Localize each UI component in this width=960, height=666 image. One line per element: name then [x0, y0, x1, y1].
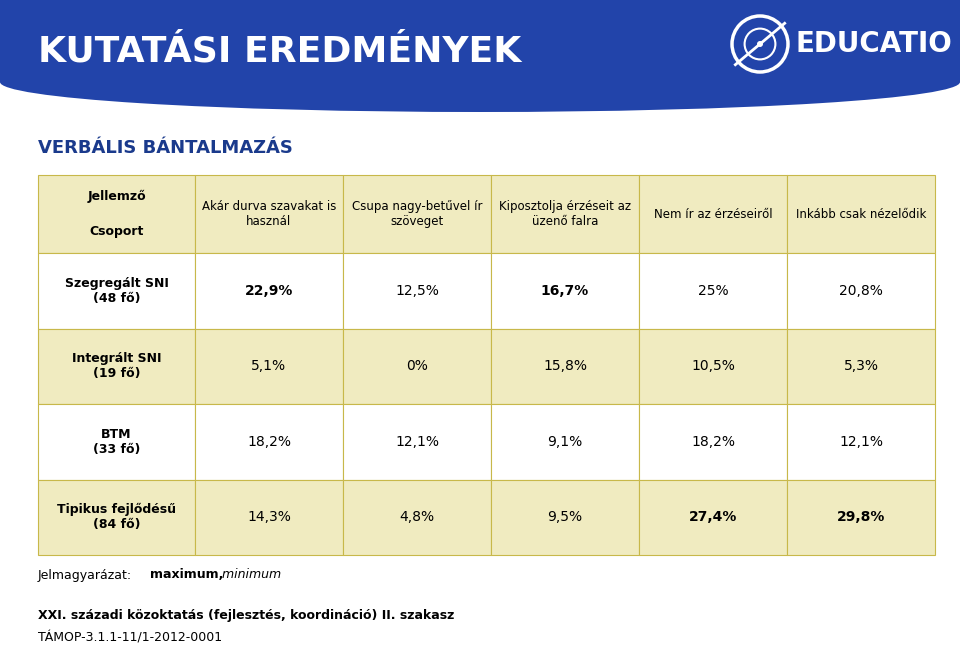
Text: Jellemző: Jellemző — [87, 190, 146, 203]
Bar — [639, 480, 787, 555]
Text: Nem ír az érzéseiről: Nem ír az érzéseiről — [654, 208, 772, 220]
Bar — [38, 328, 195, 404]
Bar — [343, 404, 491, 480]
Bar — [491, 328, 639, 404]
Bar — [195, 328, 343, 404]
Bar — [639, 328, 787, 404]
Text: TÁMOP-3.1.1-11/1-2012-0001: TÁMOP-3.1.1-11/1-2012-0001 — [38, 631, 222, 645]
Bar — [491, 404, 639, 480]
Text: Jelmagyarázat:: Jelmagyarázat: — [38, 569, 136, 581]
Text: EDUCATIO: EDUCATIO — [796, 30, 952, 58]
Bar — [343, 480, 491, 555]
Text: 29,8%: 29,8% — [837, 510, 885, 524]
Text: 12,1%: 12,1% — [395, 435, 439, 449]
Text: 18,2%: 18,2% — [247, 435, 291, 449]
Text: KUTATÁSI EREDMÉNYEK: KUTATÁSI EREDMÉNYEK — [38, 35, 521, 69]
Text: maximum,: maximum, — [150, 569, 224, 581]
Text: 20,8%: 20,8% — [839, 284, 883, 298]
Bar — [787, 253, 935, 328]
Bar — [38, 404, 195, 480]
Text: Csupa nagy-betűvel ír
szöveget: Csupa nagy-betűvel ír szöveget — [351, 200, 482, 228]
Text: 27,4%: 27,4% — [689, 510, 737, 524]
Bar — [38, 253, 195, 328]
Bar — [195, 480, 343, 555]
Text: 16,7%: 16,7% — [540, 284, 589, 298]
Bar — [491, 175, 639, 253]
Bar — [491, 480, 639, 555]
Bar — [195, 253, 343, 328]
Bar — [0, 0, 960, 82]
Bar — [787, 328, 935, 404]
Bar — [639, 253, 787, 328]
Bar — [195, 404, 343, 480]
Text: 10,5%: 10,5% — [691, 359, 735, 373]
Text: 14,3%: 14,3% — [247, 510, 291, 524]
Text: Tipikus fejlődésű
(84 fő): Tipikus fejlődésű (84 fő) — [57, 503, 176, 531]
Bar — [787, 480, 935, 555]
Bar — [787, 175, 935, 253]
Text: 9,1%: 9,1% — [547, 435, 583, 449]
Bar — [195, 175, 343, 253]
Text: Csoport: Csoport — [89, 224, 144, 238]
Bar — [38, 175, 195, 253]
Text: 22,9%: 22,9% — [245, 284, 293, 298]
Text: XXI. századi közoktatás (fejlesztés, koordináció) II. szakasz: XXI. századi közoktatás (fejlesztés, koo… — [38, 609, 454, 623]
Text: 4,8%: 4,8% — [399, 510, 435, 524]
Text: 0%: 0% — [406, 359, 428, 373]
Bar — [787, 404, 935, 480]
Bar — [38, 480, 195, 555]
Bar — [639, 175, 787, 253]
Text: VERBÁLIS BÁNTALMAZÁS: VERBÁLIS BÁNTALMAZÁS — [38, 139, 293, 157]
Text: minimum: minimum — [218, 569, 281, 581]
Ellipse shape — [0, 52, 960, 112]
Circle shape — [757, 41, 763, 47]
Text: 5,3%: 5,3% — [844, 359, 878, 373]
Text: 18,2%: 18,2% — [691, 435, 735, 449]
Bar — [343, 328, 491, 404]
Bar — [343, 253, 491, 328]
Bar — [343, 175, 491, 253]
Text: BTM
(33 fő): BTM (33 fő) — [93, 428, 140, 456]
Text: 5,1%: 5,1% — [252, 359, 286, 373]
Text: 25%: 25% — [698, 284, 729, 298]
Text: 15,8%: 15,8% — [543, 359, 587, 373]
Text: 9,5%: 9,5% — [547, 510, 583, 524]
Bar — [639, 404, 787, 480]
Text: Integrált SNI
(19 fő): Integrált SNI (19 fő) — [72, 352, 161, 380]
Text: 12,5%: 12,5% — [396, 284, 439, 298]
Text: 12,1%: 12,1% — [839, 435, 883, 449]
Text: Kiposztolja érzéseit az
üzenő falra: Kiposztolja érzéseit az üzenő falra — [499, 200, 631, 228]
Text: Akár durva szavakat is
használ: Akár durva szavakat is használ — [202, 200, 336, 228]
Text: Inkább csak nézelődik: Inkább csak nézelődik — [796, 208, 926, 220]
Text: Szegregált SNI
(48 fő): Szegregált SNI (48 fő) — [64, 277, 168, 305]
Bar — [491, 253, 639, 328]
